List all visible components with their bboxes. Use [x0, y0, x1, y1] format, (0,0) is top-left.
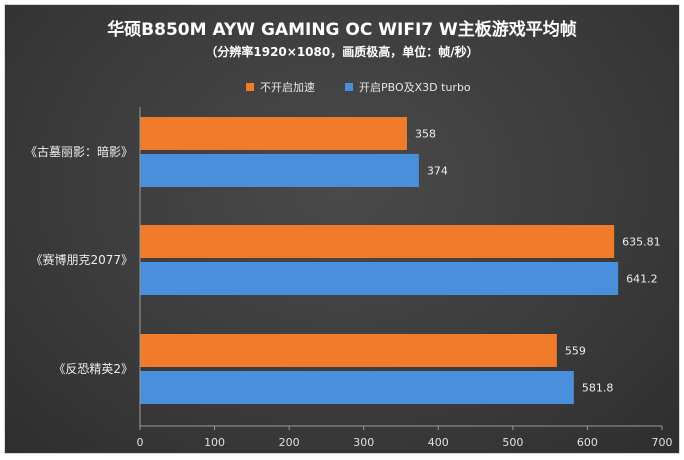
chart-frame: 华硕B850M AYW GAMING OC WIFI7 W主板游戏平均帧 （分辨… [4, 4, 680, 454]
bar-series-1-cat-1 [140, 117, 407, 150]
legend-label-1: 不开启加速 [260, 81, 315, 94]
legend-swatch-2 [345, 83, 353, 91]
x-tick-label-8: 700 [652, 436, 673, 449]
bar-series-2-cat-2 [140, 262, 619, 295]
x-tick-label-3: 200 [279, 436, 300, 449]
x-tick-label-4: 300 [353, 436, 374, 449]
category-label-2: 《赛博朋克2077》 [30, 252, 133, 267]
x-tick-label-6: 500 [502, 436, 523, 449]
bar-series-2-cat-1 [140, 154, 419, 187]
data-label-series-1-cat-3: 559 [565, 345, 586, 358]
chart-subtitle: （分辨率1920×1080，画质极高，单位：帧/秒） [205, 44, 478, 59]
data-label-series-2-cat-2: 641.2 [626, 273, 658, 286]
bar-series-1-cat-2 [140, 225, 615, 258]
data-label-series-1-cat-2: 635.81 [622, 236, 661, 249]
x-tick-label-1: 0 [137, 436, 144, 449]
data-label-series-2-cat-1: 374 [427, 165, 448, 178]
legend-label-2: 开启PBO及X3D turbo [359, 81, 471, 94]
legend-swatch-1 [246, 83, 254, 91]
plot-area: 《古墓丽影：暗影》《赛博朋克2077》《反恐精英2》 358 635.81 559 37… [25, 107, 673, 449]
bar-series-2-cat-3 [140, 371, 574, 404]
bar-chart: 华硕B850M AYW GAMING OC WIFI7 W主板游戏平均帧 （分辨… [25, 19, 673, 449]
category-label-3: 《反恐精英2》 [53, 362, 133, 376]
data-label-series-2-cat-3: 581.8 [582, 382, 614, 395]
x-tick-label-2: 100 [204, 436, 225, 449]
x-tick-label-5: 400 [428, 436, 449, 449]
bar-series-1-cat-3 [140, 334, 557, 367]
category-label-1: 《古墓丽影：暗影》 [25, 144, 133, 159]
x-tick-label-7: 600 [577, 436, 598, 449]
chart-title: 华硕B850M AYW GAMING OC WIFI7 W主板游戏平均帧 [107, 19, 577, 40]
data-label-series-1-cat-1: 358 [415, 128, 436, 141]
legend: 不开启加速 开启PBO及X3D turbo [246, 81, 471, 94]
